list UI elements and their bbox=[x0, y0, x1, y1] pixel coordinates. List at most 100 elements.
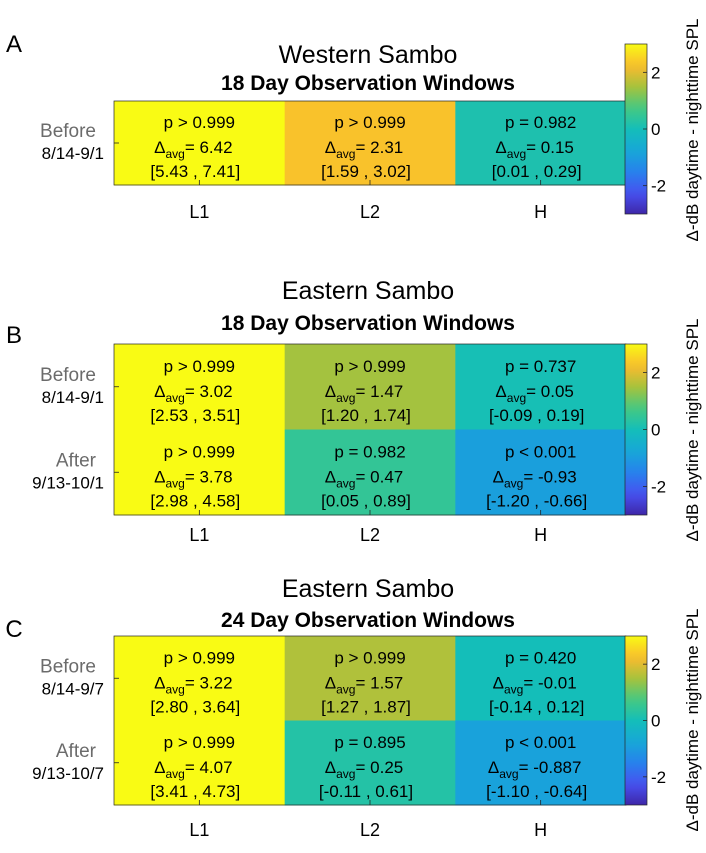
cell-p-value: p = 0.982 bbox=[334, 442, 405, 461]
row-label-period: After bbox=[56, 741, 97, 762]
heatmap-cell bbox=[455, 429, 627, 516]
cell-ci: [1.20 , 1.74] bbox=[321, 406, 411, 425]
cell-ci: [0.05 , 0.89] bbox=[321, 491, 411, 510]
colorbar-tick-label: 2 bbox=[651, 655, 660, 674]
colorbar-tick-label: 2 bbox=[651, 364, 660, 383]
heatmap-cell bbox=[114, 101, 286, 186]
panel-subtitle: 24 Day Observation Windows bbox=[221, 609, 515, 632]
cell-delta-avg: Δavg= 3.78 bbox=[154, 467, 232, 490]
cell-p-value: p > 0.999 bbox=[164, 442, 235, 461]
cell-delta-avg: Δavg= 4.07 bbox=[154, 758, 232, 781]
heatmap-cell bbox=[114, 720, 286, 806]
panel-letter: B bbox=[6, 322, 22, 349]
cell-delta-avg: Δavg= -0.01 bbox=[493, 673, 577, 696]
cell-delta-avg: Δavg= 3.22 bbox=[154, 673, 232, 696]
panel-subtitle: 18 Day Observation Windows bbox=[221, 72, 515, 95]
panel-letter: A bbox=[6, 31, 22, 58]
row-label-dates: 8/14-9/7 bbox=[42, 679, 104, 698]
cell-p-value: p > 0.999 bbox=[164, 113, 235, 132]
row-label-dates: 9/13-10/7 bbox=[32, 764, 104, 783]
row-label-period: Before bbox=[40, 365, 96, 386]
colorbar-tick-label: -2 bbox=[651, 768, 666, 787]
row-label-dates: 9/13-10/1 bbox=[32, 473, 104, 492]
row-label-period: Before bbox=[40, 121, 96, 142]
cell-delta-avg: Δavg= -0.93 bbox=[493, 467, 577, 490]
cell-p-value: p < 0.001 bbox=[505, 733, 576, 752]
cell-ci: [-0.14 , 0.12] bbox=[489, 697, 584, 716]
heatmap-cell bbox=[284, 720, 456, 806]
colorbar-label: Δ-dB daytime - nighttime SPL bbox=[683, 608, 702, 831]
cell-ci: [-0.11 , 0.61] bbox=[319, 782, 413, 801]
row-label-dates: 8/14-9/1 bbox=[42, 144, 104, 163]
cell-p-value: p > 0.999 bbox=[164, 733, 235, 752]
cell-p-value: p > 0.999 bbox=[164, 648, 235, 667]
colorbar-tick-label: -2 bbox=[651, 478, 666, 497]
heatmap-cell bbox=[284, 636, 456, 721]
x-tick-label: L1 bbox=[189, 202, 209, 222]
cell-ci: [2.98 , 4.58] bbox=[150, 491, 240, 510]
colorbar-label: Δ-dB daytime - nighttime SPL bbox=[683, 18, 702, 241]
cell-p-value: p < 0.001 bbox=[505, 442, 576, 461]
cell-p-value: p > 0.999 bbox=[334, 357, 405, 376]
cell-ci: [-1.10 , -0.64] bbox=[486, 782, 587, 801]
cell-p-value: p > 0.999 bbox=[334, 648, 405, 667]
x-tick-label: L2 bbox=[360, 202, 380, 222]
cell-ci: [-1.20 , -0.66] bbox=[486, 491, 587, 510]
panel-subtitle: 18 Day Observation Windows bbox=[221, 312, 515, 335]
cell-ci: [-0.09 , 0.19] bbox=[489, 406, 584, 425]
cell-ci: [2.53 , 3.51] bbox=[150, 406, 240, 425]
cell-ci: [1.27 , 1.87] bbox=[321, 697, 411, 716]
heatmap-cell bbox=[284, 429, 456, 516]
heatmap-cell bbox=[455, 101, 627, 186]
cell-delta-avg: Δavg= 2.31 bbox=[325, 138, 403, 161]
cell-delta-avg: Δavg= 0.25 bbox=[325, 758, 403, 781]
cell-p-value: p = 0.420 bbox=[505, 648, 576, 667]
row-label-period: Before bbox=[40, 656, 96, 677]
heatmap-cell bbox=[455, 720, 627, 806]
cell-delta-avg: Δavg= 0.47 bbox=[325, 467, 403, 490]
cell-delta-avg: Δavg= 6.42 bbox=[154, 138, 232, 161]
panel-title: Western Sambo bbox=[279, 41, 458, 69]
panel-a: A Western Sambo 18 Day Observation Windows… bbox=[6, 18, 702, 241]
cell-delta-avg: Δavg= 0.15 bbox=[495, 138, 573, 161]
cell-p-value: p > 0.999 bbox=[334, 113, 405, 132]
heatmap-cell bbox=[284, 101, 456, 186]
colorbar-label: Δ-dB daytime - nighttime SPL bbox=[683, 318, 702, 541]
cell-delta-avg: Δavg= 1.47 bbox=[325, 382, 403, 405]
cell-p-value: p = 0.737 bbox=[505, 357, 576, 376]
cell-delta-avg: Δavg= 3.02 bbox=[154, 382, 232, 405]
heatmap-cell bbox=[455, 344, 627, 430]
cell-p-value: p = 0.895 bbox=[334, 733, 405, 752]
x-tick-label: H bbox=[534, 202, 547, 222]
cell-ci: [3.41 , 4.73] bbox=[150, 782, 240, 801]
cell-delta-avg: Δavg= 1.57 bbox=[325, 673, 403, 696]
panel-b: B Eastern Sambo 18 Day Observation Windows… bbox=[6, 277, 702, 545]
colorbar-tick-label: 0 bbox=[651, 712, 660, 731]
row-label-period: After bbox=[56, 450, 97, 471]
cell-delta-avg: Δavg= 0.05 bbox=[495, 382, 573, 405]
x-tick-label: L2 bbox=[360, 820, 380, 840]
panel-c: C Eastern Sambo 24 Day Observation Windows… bbox=[5, 575, 702, 840]
heatmap-cell bbox=[455, 636, 627, 721]
panel-title: Eastern Sambo bbox=[282, 575, 454, 603]
cell-p-value: p = 0.982 bbox=[505, 113, 576, 132]
colorbar-tick-label: 0 bbox=[651, 120, 660, 139]
heatmap-cell bbox=[114, 636, 286, 721]
colorbar-tick-label: 0 bbox=[651, 421, 660, 440]
cell-ci: [5.43 , 7.41] bbox=[150, 162, 240, 181]
heatmap-cell bbox=[284, 344, 456, 430]
panel-letter: C bbox=[5, 616, 22, 643]
colorbar-tick-label: 2 bbox=[651, 63, 660, 82]
panel-title: Eastern Sambo bbox=[282, 277, 454, 305]
cell-ci: [2.80 , 3.64] bbox=[150, 697, 240, 716]
cell-delta-avg: Δavg= -0.887 bbox=[488, 758, 582, 781]
heatmap-cell bbox=[114, 429, 286, 516]
x-tick-label: L1 bbox=[189, 525, 209, 545]
row-label-dates: 8/14-9/1 bbox=[42, 388, 104, 407]
cell-p-value: p > 0.999 bbox=[164, 357, 235, 376]
x-tick-label: H bbox=[534, 820, 547, 840]
x-tick-label: H bbox=[534, 525, 547, 545]
cell-ci: [0.01 , 0.29] bbox=[492, 162, 582, 181]
cell-ci: [1.59 , 3.02] bbox=[321, 162, 411, 181]
